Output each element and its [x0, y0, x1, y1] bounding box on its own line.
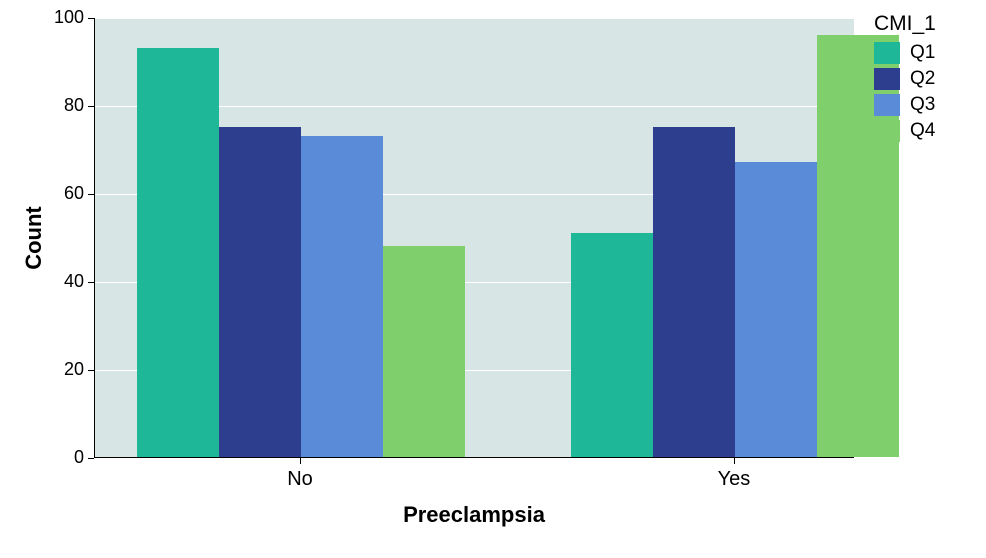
- legend: CMI_1 Q1 Q2 Q3 Q4: [874, 12, 936, 146]
- legend-item-Q2: Q2: [874, 68, 936, 90]
- plot-area: [94, 18, 854, 458]
- legend-swatch: [874, 120, 900, 142]
- legend-swatch: [874, 68, 900, 90]
- legend-label: Q4: [910, 120, 935, 142]
- legend-title: CMI_1: [874, 12, 936, 36]
- legend-label: Q1: [910, 42, 935, 64]
- legend-swatch: [874, 94, 900, 116]
- bar-Q3-No: [301, 136, 383, 457]
- bar-Q2-No: [219, 127, 301, 457]
- legend-label: Q3: [910, 94, 935, 116]
- legend-label: Q2: [910, 68, 935, 90]
- bar-Q4-No: [383, 246, 465, 457]
- chart-figure: Count Preeclampsia CMI_1 Q1 Q2 Q3 Q4 0 20 40 6…: [0, 0, 986, 558]
- y-tick-label: 40: [44, 271, 84, 292]
- bar-Q2-Yes: [653, 127, 735, 457]
- y-tick: [88, 282, 94, 283]
- bar-Q3-Yes: [735, 162, 817, 457]
- y-tick: [88, 458, 94, 459]
- y-tick: [88, 194, 94, 195]
- x-tick-label: No: [287, 468, 313, 491]
- x-tick: [734, 458, 735, 464]
- legend-item-Q3: Q3: [874, 94, 936, 116]
- x-axis-title: Preeclampsia: [403, 502, 545, 528]
- x-tick-label: Yes: [718, 468, 751, 491]
- y-axis-title: Count: [21, 206, 47, 270]
- y-grid-line: [95, 18, 854, 19]
- legend-swatch: [874, 42, 900, 64]
- bar-Q1-No: [137, 48, 219, 457]
- legend-item-Q4: Q4: [874, 120, 936, 142]
- y-tick: [88, 18, 94, 19]
- x-tick: [300, 458, 301, 464]
- y-tick-label: 100: [44, 7, 84, 28]
- y-tick-label: 20: [44, 359, 84, 380]
- y-tick-label: 0: [44, 447, 84, 468]
- y-tick: [88, 370, 94, 371]
- y-tick-label: 60: [44, 183, 84, 204]
- y-tick: [88, 106, 94, 107]
- legend-item-Q1: Q1: [874, 42, 936, 64]
- bar-Q1-Yes: [571, 233, 653, 457]
- y-tick-label: 80: [44, 95, 84, 116]
